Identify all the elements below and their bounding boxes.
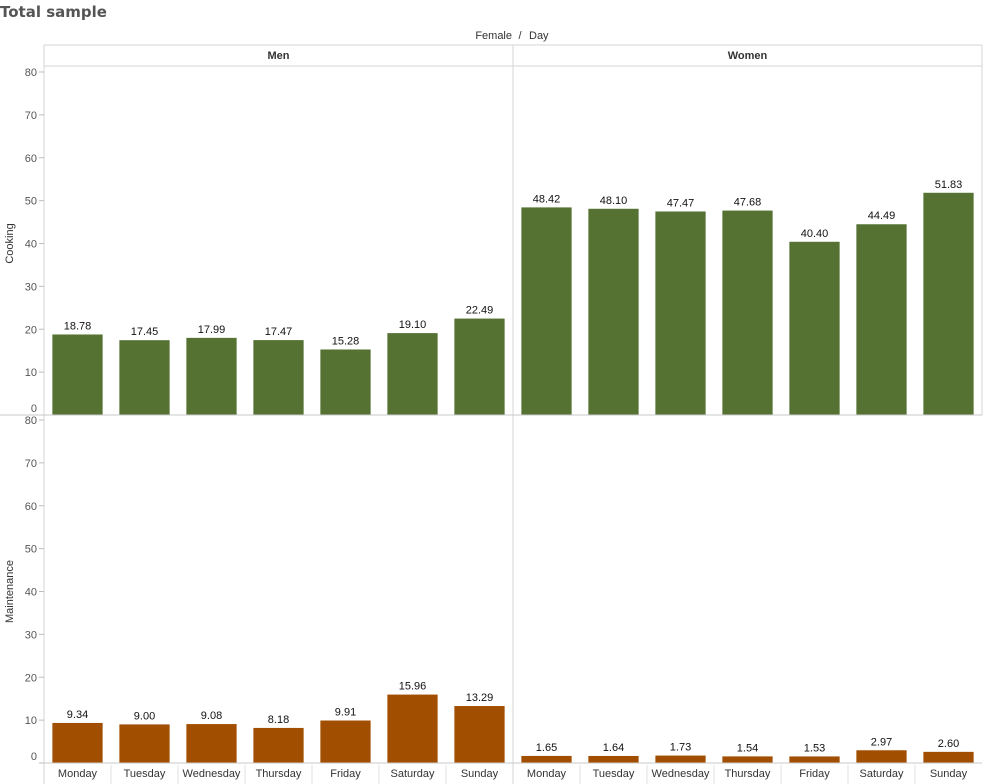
- y-tick-label: 10: [25, 367, 37, 379]
- bar-value-label: 44.49: [868, 210, 896, 222]
- bar-cooking-women-sunday: [923, 192, 974, 415]
- y-tick-label: 70: [25, 110, 37, 122]
- x-tick-label-sunday: Sunday: [461, 768, 499, 780]
- bar-cooking-men-saturday: [387, 333, 438, 415]
- column-header-field-female: Female: [475, 30, 512, 42]
- column-header-separator: /: [518, 30, 522, 42]
- y-tick-label: 60: [25, 501, 37, 513]
- bar-value-label: 15.28: [332, 335, 360, 347]
- bar-value-label: 1.64: [603, 742, 624, 754]
- bar-cooking-women-friday: [789, 241, 840, 415]
- y-tick-label: 80: [25, 415, 37, 427]
- bar-cooking-men-tuesday: [119, 340, 170, 415]
- column-header-field-day: Day: [529, 30, 549, 42]
- bar-maintenance-men-sunday: [454, 706, 505, 763]
- y-tick-label: 50: [25, 544, 37, 556]
- bar-value-label: 13.29: [466, 692, 494, 704]
- bar-value-label: 48.10: [600, 195, 628, 207]
- bar-maintenance-men-thursday: [253, 727, 304, 763]
- y-tick-label: 40: [25, 239, 37, 251]
- panel-header-men: Men: [268, 50, 290, 62]
- bar-value-label: 18.78: [64, 320, 92, 332]
- bar-value-label: 51.83: [935, 179, 963, 191]
- bar-value-label: 1.53: [804, 742, 825, 754]
- bar-value-label: 40.40: [801, 228, 829, 240]
- y-tick-label: 30: [25, 629, 37, 641]
- x-tick-label-friday: Friday: [799, 768, 830, 780]
- x-tick-label-thursday: Thursday: [256, 768, 302, 780]
- bar-value-label: 9.08: [201, 710, 222, 722]
- bar-value-label: 9.34: [67, 709, 88, 721]
- y-axis-label-cooking: Cooking: [4, 223, 16, 263]
- bar-value-label: 1.73: [670, 742, 691, 754]
- y-tick-label: 0: [31, 751, 37, 763]
- bar-value-label: 1.65: [536, 742, 557, 754]
- y-tick-label: 20: [25, 324, 37, 336]
- bar-cooking-women-thursday: [722, 210, 773, 415]
- x-tick-label-saturday: Saturday: [390, 768, 435, 780]
- x-tick-label-wednesday: Wednesday: [183, 768, 241, 780]
- bar-maintenance-men-friday: [320, 720, 371, 763]
- y-tick-label: 30: [25, 281, 37, 293]
- bar-value-label: 9.00: [134, 710, 155, 722]
- bar-value-label: 17.45: [131, 326, 159, 338]
- bar-maintenance-men-saturday: [387, 694, 438, 763]
- y-tick-label: 10: [25, 715, 37, 727]
- x-tick-label-friday: Friday: [330, 768, 361, 780]
- y-axis-label-maintenance: Maintenance: [4, 560, 16, 623]
- y-tick-label: 0: [31, 403, 37, 415]
- bar-cooking-women-saturday: [856, 224, 907, 415]
- bar-cooking-men-thursday: [253, 340, 304, 415]
- bar-value-label: 47.68: [734, 197, 762, 209]
- bar-cooking-men-sunday: [454, 318, 505, 415]
- y-tick-label: 80: [25, 67, 37, 79]
- bar-value-label: 17.47: [265, 326, 293, 338]
- bar-value-label: 15.96: [399, 681, 427, 693]
- bar-value-label: 47.47: [667, 197, 695, 209]
- y-tick-label: 70: [25, 458, 37, 470]
- x-tick-label-wednesday: Wednesday: [652, 768, 710, 780]
- bar-cooking-men-wednesday: [186, 337, 237, 415]
- y-tick-label: 50: [25, 196, 37, 208]
- y-tick-label: 20: [25, 672, 37, 684]
- bar-value-label: 19.10: [399, 319, 427, 331]
- bar-maintenance-men-tuesday: [119, 724, 170, 763]
- bar-maintenance-women-wednesday: [655, 755, 706, 763]
- x-tick-label-sunday: Sunday: [930, 768, 968, 780]
- bar-maintenance-women-thursday: [722, 756, 773, 763]
- bar-cooking-women-tuesday: [588, 208, 639, 415]
- bar-maintenance-women-saturday: [856, 750, 907, 763]
- x-tick-label-tuesday: Tuesday: [124, 768, 166, 780]
- chart-title: Total sample: [0, 3, 107, 21]
- bar-value-label: 22.49: [466, 305, 494, 317]
- bar-maintenance-men-wednesday: [186, 724, 237, 763]
- plot-area: Men Women Cooking 0 10 20 30 40 50 60 70 80 18.78 17.…: [0, 44, 983, 784]
- x-tick-label-thursday: Thursday: [725, 768, 771, 780]
- x-tick-label-monday: Monday: [58, 768, 98, 780]
- bar-value-label: 17.99: [198, 324, 226, 336]
- y-tick-label: 60: [25, 153, 37, 165]
- bar-maintenance-women-friday: [789, 756, 840, 763]
- bar-cooking-men-monday: [52, 334, 103, 415]
- x-tick-label-saturday: Saturday: [859, 768, 904, 780]
- bar-cooking-women-wednesday: [655, 211, 706, 415]
- x-tick-label-tuesday: Tuesday: [593, 768, 635, 780]
- bar-value-label: 2.60: [938, 738, 959, 750]
- x-tick-label-monday: Monday: [527, 768, 567, 780]
- bar-value-label: 1.54: [737, 742, 758, 754]
- bar-cooking-men-friday: [320, 349, 371, 415]
- bar-maintenance-men-monday: [52, 722, 103, 763]
- bar-value-label: 8.18: [268, 714, 289, 726]
- bar-cooking-women-monday: [521, 207, 572, 415]
- bar-maintenance-women-tuesday: [588, 755, 639, 763]
- bar-value-label: 9.91: [335, 707, 356, 719]
- bar-value-label: 48.42: [533, 193, 561, 205]
- bar-value-label: 2.97: [871, 736, 892, 748]
- bar-maintenance-women-monday: [521, 755, 572, 763]
- bar-maintenance-women-sunday: [923, 751, 974, 763]
- y-tick-label: 40: [25, 587, 37, 599]
- panel-header-women: Women: [728, 50, 768, 62]
